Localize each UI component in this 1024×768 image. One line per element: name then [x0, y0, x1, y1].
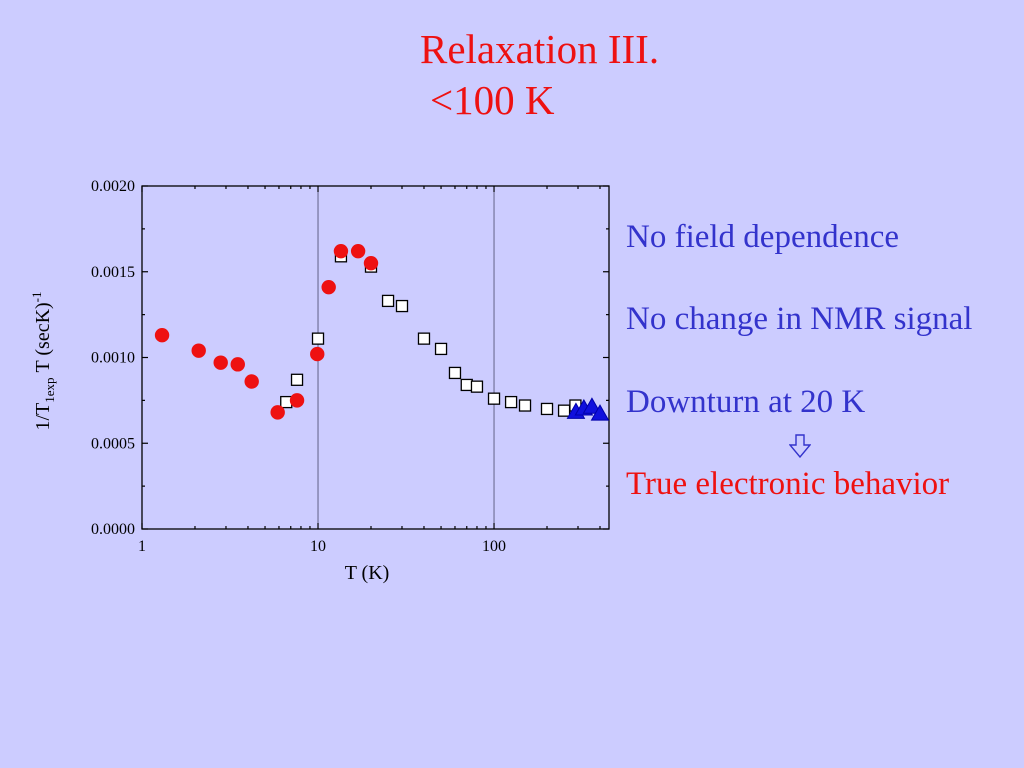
slide-title: Relaxation III.	[420, 26, 660, 72]
data-point-circle	[289, 393, 305, 408]
y-axis-label-main: 1/T	[32, 403, 54, 431]
x-tick-label: 1	[138, 538, 146, 555]
data-point-circle	[244, 374, 259, 389]
data-point-circle	[154, 328, 170, 343]
grid-layer	[317, 186, 495, 529]
x-axis-label: T (K)	[345, 562, 390, 584]
data-point-circle	[350, 243, 366, 259]
data-point-circle	[310, 346, 325, 362]
data-point-square	[470, 380, 484, 393]
y-tick-label: 0.0020	[91, 178, 135, 195]
data-point-triangle	[590, 404, 610, 421]
tick-labels: 0.0000 0.0005 0.0010 0.0015 0.0020 1 10 100	[91, 178, 506, 555]
data-point-square	[381, 294, 395, 308]
y-axis-label-subscript: 1exp	[42, 377, 57, 402]
data-point-square	[290, 373, 304, 386]
data-point-square	[487, 392, 501, 405]
data-point-circle	[363, 255, 379, 271]
y-tick-label: 0.0005	[91, 435, 135, 452]
note-downturn: Downturn at 20 K	[626, 384, 866, 420]
data-point-triangle	[582, 397, 602, 414]
data-point-square	[557, 404, 571, 417]
plot-frame	[141, 185, 610, 530]
y-axis-label-superscript: -1	[29, 291, 44, 302]
x-tick-label: 10	[310, 538, 326, 555]
data-point-square	[417, 332, 431, 345]
relaxation-chart: 0.0000 0.0005 0.0010 0.0015 0.0020 1 10 100 T (…	[29, 178, 610, 584]
data-point-circle	[270, 405, 285, 420]
note-no-field-dependence: No field dependence	[626, 219, 900, 255]
data-point-circle	[333, 243, 349, 259]
tick-layer	[141, 185, 609, 530]
y-tick-label: 0.0015	[91, 264, 135, 281]
y-axis-label-rest: T (secK)	[32, 302, 54, 372]
x-tick-label: 100	[482, 538, 506, 555]
data-point-circle	[191, 343, 206, 358]
data-point-square	[518, 399, 532, 412]
data-point-circle	[213, 355, 228, 370]
data-point-square	[395, 299, 409, 313]
data-point-circle	[230, 357, 245, 372]
data-point-circle	[321, 279, 336, 295]
note-true-electronic-behavior: True electronic behavior	[626, 466, 950, 502]
data-point-square	[434, 342, 448, 356]
y-axis-label: 1/T1exp T (secK)-1	[29, 291, 57, 430]
y-tick-label: 0.0000	[91, 521, 135, 538]
data-points	[154, 243, 610, 421]
data-point-square	[311, 332, 325, 345]
note-no-nmr-change: No change in NMR signal	[626, 301, 973, 337]
data-point-square	[460, 378, 473, 392]
data-point-square	[504, 395, 518, 409]
down-arrow-icon	[789, 434, 811, 458]
y-tick-label: 0.0010	[91, 350, 135, 367]
data-point-square	[448, 366, 462, 380]
slide-subtitle: <100 K	[430, 77, 555, 123]
data-point-square	[540, 402, 554, 416]
